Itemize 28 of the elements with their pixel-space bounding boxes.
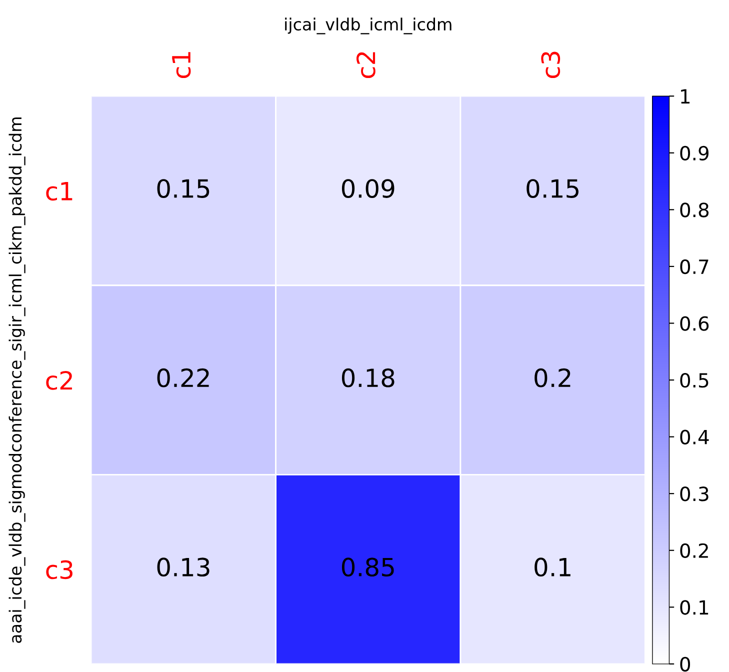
color-bar-label: 1 (681, 89, 690, 104)
y-axis-title: aaai_icde_vldb_sigmodconference_sigir_icml_cikm_pakdd_icdm (8, 118, 26, 643)
data-label: 0.85 (342, 558, 394, 577)
data-label: 0.09 (342, 179, 394, 198)
color-bar-label: 0.5 (680, 372, 708, 388)
x-tick-label: c2 (356, 52, 376, 78)
data-label: 0.1 (534, 558, 570, 577)
data-label: 0.13 (157, 558, 210, 577)
color-bar-label: 0 (680, 656, 690, 672)
data-label: 0.18 (342, 368, 394, 388)
color-bar-label: 0.6 (680, 316, 709, 331)
data-label: 0.15 (157, 179, 210, 198)
color-bar-label: 0.7 (680, 259, 708, 274)
x-tick-label: c3 (541, 52, 560, 78)
color-bar-label: 0.2 (680, 543, 708, 558)
x-tick-label: c1 (172, 52, 191, 78)
y-tick-label: c3 (46, 560, 72, 580)
color-bar-label: 0.3 (680, 486, 708, 502)
color-bar-label: 0.9 (680, 146, 708, 161)
data-label: 0.2 (534, 368, 570, 388)
x-axis-title: ijcai_vldb_icml_icdm (285, 18, 452, 34)
color-bar-label: 0.4 (680, 430, 709, 444)
data-label: 0.22 (157, 368, 209, 388)
color-bar-label: 0.1 (680, 600, 708, 615)
color-bar-label: 0.8 (680, 202, 709, 218)
y-tick-label: c1 (46, 182, 72, 201)
y-tick-label: c2 (46, 370, 72, 390)
data-label: 0.15 (526, 179, 578, 198)
